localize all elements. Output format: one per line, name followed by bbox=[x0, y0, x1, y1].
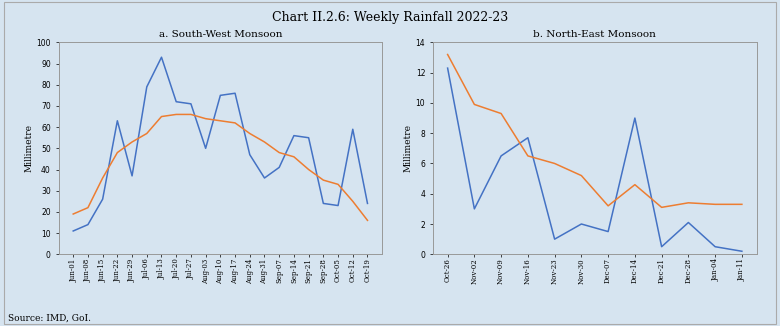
Actual bbox=[333, 203, 342, 208]
Actual bbox=[604, 230, 613, 233]
Line: Normal: Normal bbox=[448, 54, 742, 207]
Actual bbox=[289, 134, 299, 138]
Actual bbox=[201, 146, 211, 150]
Actual bbox=[69, 229, 78, 233]
Normal bbox=[737, 202, 746, 206]
Actual bbox=[630, 116, 640, 120]
Line: Actual: Actual bbox=[448, 68, 742, 251]
Actual bbox=[363, 201, 372, 205]
Text: Chart II.2.6: Weekly Rainfall 2022-23: Chart II.2.6: Weekly Rainfall 2022-23 bbox=[272, 11, 508, 24]
Normal bbox=[186, 112, 196, 116]
Actual bbox=[443, 66, 452, 70]
Normal bbox=[684, 201, 693, 205]
Actual bbox=[215, 93, 225, 97]
Actual bbox=[142, 85, 151, 89]
Normal bbox=[348, 199, 357, 203]
Normal bbox=[470, 102, 479, 106]
Actual bbox=[684, 220, 693, 224]
Normal bbox=[363, 218, 372, 222]
Y-axis label: Millimetre: Millimetre bbox=[25, 124, 34, 172]
Normal bbox=[604, 204, 613, 208]
Actual bbox=[112, 119, 122, 123]
Normal bbox=[630, 183, 640, 186]
Normal bbox=[304, 168, 314, 171]
Actual bbox=[83, 223, 93, 227]
Normal bbox=[83, 206, 93, 210]
Title: b. North-East Monsoon: b. North-East Monsoon bbox=[534, 30, 656, 39]
Actual bbox=[657, 245, 666, 249]
Actual bbox=[275, 166, 284, 170]
Normal bbox=[275, 151, 284, 155]
Actual bbox=[230, 91, 239, 95]
Actual bbox=[98, 197, 108, 201]
Normal bbox=[333, 183, 342, 186]
Normal bbox=[127, 140, 136, 144]
Text: Source: IMD, GoI.: Source: IMD, GoI. bbox=[8, 314, 90, 323]
Actual bbox=[304, 136, 314, 140]
Y-axis label: Millimetre: Millimetre bbox=[404, 124, 413, 172]
Actual bbox=[157, 55, 166, 59]
Normal bbox=[142, 131, 151, 136]
Actual bbox=[550, 237, 559, 241]
Normal bbox=[172, 112, 181, 116]
Actual bbox=[319, 201, 328, 205]
Actual bbox=[711, 245, 720, 249]
Normal bbox=[201, 117, 211, 121]
Title: a. South-West Monsoon: a. South-West Monsoon bbox=[158, 30, 282, 39]
Normal bbox=[98, 176, 108, 180]
Normal bbox=[245, 131, 254, 136]
Normal bbox=[230, 121, 239, 125]
Actual bbox=[348, 127, 357, 131]
Normal bbox=[496, 111, 505, 115]
Actual bbox=[245, 153, 254, 157]
Normal bbox=[260, 140, 269, 144]
Actual bbox=[576, 222, 586, 226]
Normal bbox=[550, 161, 559, 165]
Normal bbox=[112, 151, 122, 155]
Normal bbox=[576, 174, 586, 178]
Normal bbox=[443, 52, 452, 56]
Line: Actual: Actual bbox=[73, 57, 367, 231]
Actual bbox=[260, 176, 269, 180]
Actual bbox=[523, 136, 533, 140]
Normal bbox=[319, 178, 328, 182]
Normal bbox=[711, 202, 720, 206]
Normal bbox=[289, 155, 299, 159]
Actual bbox=[737, 249, 746, 253]
Normal bbox=[523, 154, 533, 158]
Normal bbox=[215, 119, 225, 123]
Normal bbox=[657, 205, 666, 209]
Normal bbox=[157, 114, 166, 118]
Actual bbox=[186, 102, 196, 106]
Line: Normal: Normal bbox=[73, 114, 367, 220]
Normal bbox=[69, 212, 78, 216]
Actual bbox=[172, 100, 181, 104]
Actual bbox=[127, 174, 136, 178]
Actual bbox=[470, 207, 479, 211]
Actual bbox=[496, 154, 505, 158]
